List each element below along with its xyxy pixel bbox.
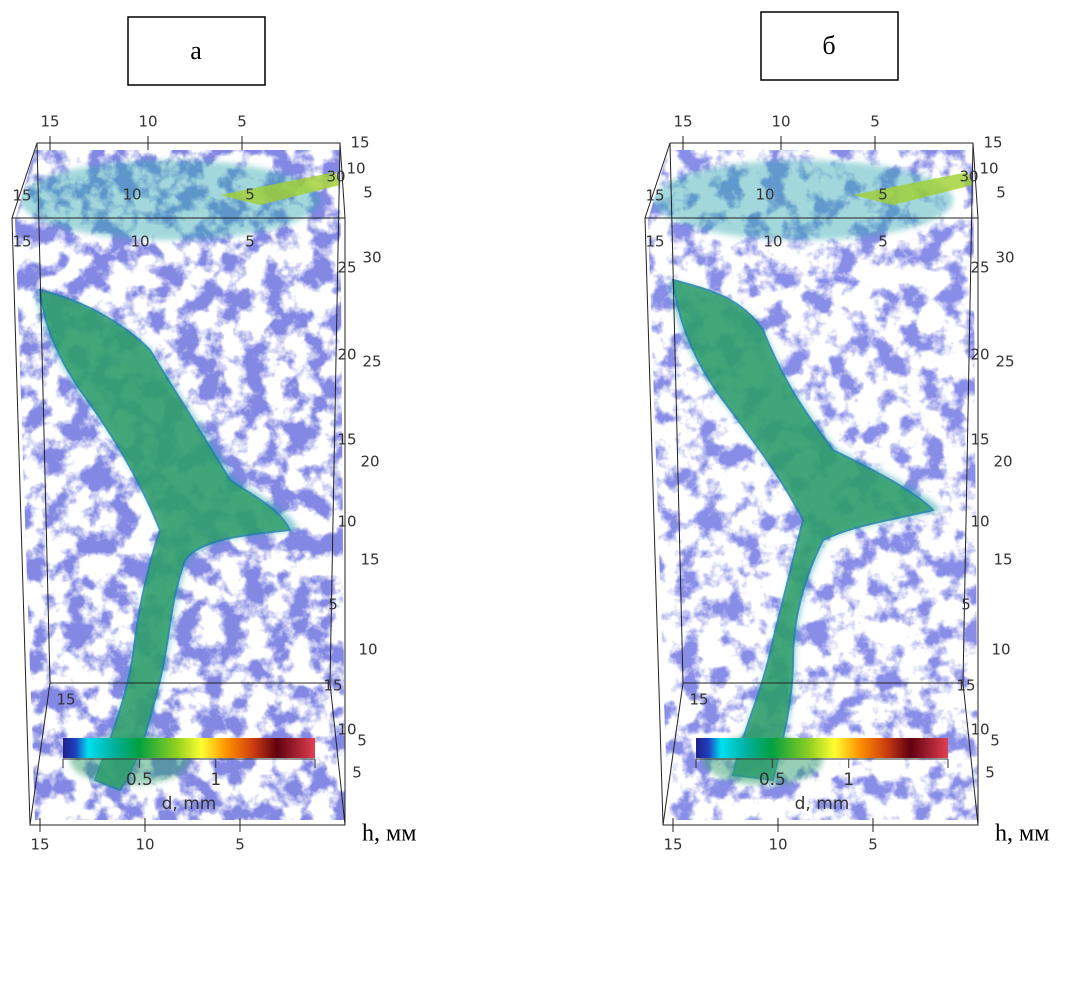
axis-tick-label: 10 [755,186,774,204]
axis-tick-label: 5 [870,113,880,131]
colorbar [63,738,315,758]
colorbar-tick-label: 0.5 [126,770,153,790]
axis-tick-label: 20 [970,346,989,364]
axis-tick-label: 10 [979,160,998,178]
axis-tick-label: 10 [358,641,377,659]
axis-tick-label: 30 [326,168,345,186]
axis-tick-label: 25 [337,259,356,277]
volume [15,150,345,820]
axis-tick-label: 10 [771,113,790,131]
volume [648,150,978,820]
axis-tick-label: 25 [970,259,989,277]
axis-tick-label: 30 [995,249,1014,267]
axis-tick-label: 5 [990,732,1000,750]
box-edge [11,217,346,826]
colorbar-tick-label: 1 [210,770,221,790]
axis-tick-label: 5 [363,184,373,202]
box-edge [669,142,974,684]
crack [671,278,935,782]
axis-tick-label: 15 [673,113,692,131]
axis-tick-label: 15 [360,551,379,569]
axis-tick-label: 10 [337,513,356,531]
axis-tick-label: 20 [360,453,379,471]
axis-tick-label: 20 [337,346,356,364]
axis-tick-label: 15 [689,691,708,709]
box-edge [36,142,341,684]
box-edge [329,682,346,826]
axis-tick-label: 15 [993,551,1012,569]
axis-tick-label: 15 [323,677,342,695]
axis-tick-label: 15 [12,233,31,251]
axis-tick-label: 5 [352,764,362,782]
panel-label-box [127,16,266,86]
colorbar-tick-label: 1 [843,770,854,790]
axis-tick-label: 15 [350,134,369,152]
panel-label-box [760,11,899,81]
axis-tick-label: 15 [645,187,664,205]
colorbar-title: d, mm [795,794,850,814]
box-edge [662,682,684,826]
axis-tick-label: 20 [993,453,1012,471]
axis-tick-label: 10 [970,721,989,739]
axis-tick-label: 10 [991,641,1010,659]
axis-tick-label: 15 [12,187,31,205]
axis-tick-label: 5 [328,596,338,614]
axis-tick-label: 10 [130,233,149,251]
axis-title: h, мм [995,821,1049,847]
axis-tick-label: 10 [970,513,989,531]
axis-tick-label: 5 [961,596,971,614]
colorbar-title: d, mm [162,794,217,814]
axis-tick-label: 15 [970,431,989,449]
axis-tick-label: 10 [138,113,157,131]
axis-tick-label: 5 [237,113,247,131]
axis-tick-label: 25 [362,353,381,371]
axis-tick-label: 15 [337,431,356,449]
axis-tick-label: 15 [983,134,1002,152]
axis-tick-label: 30 [362,249,381,267]
panel: а15 10 515 10 515 10 5151510305302525201520101… [11,16,416,854]
axis-tick-label: 15 [40,113,59,131]
axis-tick-label: 10 [122,186,141,204]
top-streak [853,172,973,205]
axis-tick-label: 5 [245,186,255,204]
box-edge [962,682,979,826]
colorbar [696,738,948,758]
axis-tick-label: 10 [135,836,154,854]
axis-title: h, мм [362,821,416,847]
axis-tick-label: 5 [357,732,367,750]
panel: б15 10 515 10 515 10 5151510305302525201520101… [644,11,1049,854]
axis-tick-label: 5 [235,836,245,854]
top-zone [20,160,320,240]
axis-tick-label: 15 [56,691,75,709]
axis-tick-label: 5 [868,836,878,854]
axis-tick-label: 15 [30,836,49,854]
axis-tick-label: 15 [663,836,682,854]
top-zone [653,160,953,240]
panel-label: б [822,31,835,60]
axis-tick-label: 15 [645,233,664,251]
axis-tick-label: 25 [995,353,1014,371]
box-edge [644,217,979,826]
axis-tick-label: 10 [768,836,787,854]
top-streak [220,172,340,205]
panel-label: а [190,36,202,65]
axis-tick-label: 30 [959,168,978,186]
colorbar-tick-label: 0.5 [759,770,786,790]
axis-tick-label: 10 [763,233,782,251]
axis-tick-label: 5 [985,764,995,782]
axis-tick-label: 10 [346,160,365,178]
axis-tick-label: 5 [996,184,1006,202]
box-edge [29,682,51,826]
crack [38,288,292,792]
axis-tick-label: 5 [878,186,888,204]
axis-tick-label: 15 [956,677,975,695]
axis-tick-label: 5 [245,233,255,251]
axis-tick-label: 5 [878,233,888,251]
axis-tick-label: 10 [337,721,356,739]
